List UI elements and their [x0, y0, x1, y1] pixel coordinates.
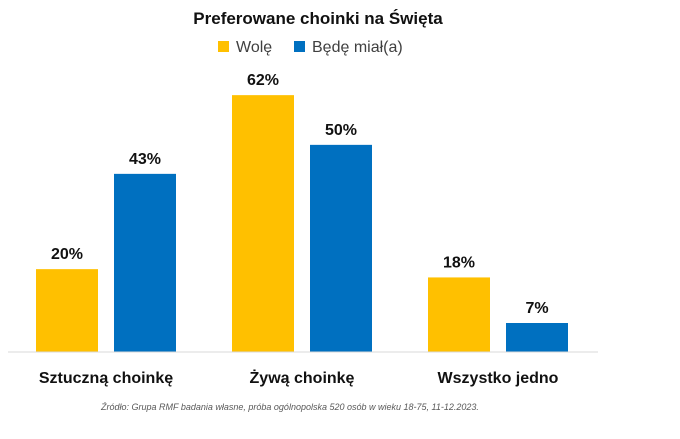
chart-title: Preferowane choinki na Święta [193, 9, 443, 28]
value-label-wole-sztuczna-choinke: 20% [51, 246, 83, 263]
category-label-wszystko-jedno: Wszystko jedno [438, 370, 559, 387]
legend-label-wole: Wolę [236, 39, 272, 56]
value-labels-group: 20% 43% 62% 50% 18% 7% [51, 72, 549, 317]
bar-bede-mial-wszystko-jedno [506, 323, 568, 352]
bar-wole-zywa-choinke [232, 95, 294, 353]
bar-wole-wszystko-jedno [428, 277, 490, 352]
value-label-bede-mial-zywa-choinke: 50% [325, 122, 357, 139]
source-note: Źródło: Grupa RMF badania własne, próba … [100, 402, 479, 412]
category-label-sztuczna-choinke: Sztuczną choinkę [39, 370, 173, 387]
bar-bede-mial-zywa-choinke [310, 144, 372, 352]
legend-label-bede-mial: Będę miał(a) [312, 39, 403, 56]
bar-wole-sztuczna-choinke [36, 269, 98, 352]
bar-bede-mial-sztuczna-choinke [114, 173, 176, 352]
bars-group [36, 95, 568, 353]
category-labels-group: Sztuczną choinkę Żywą choinkę Wszystko jed… [39, 369, 559, 387]
legend: Wolę Będę miał(a) [218, 39, 403, 56]
legend-swatch-bede-mial [294, 41, 305, 52]
legend-swatch-wole [218, 41, 229, 52]
value-label-bede-mial-wszystko-jedno: 7% [525, 300, 548, 317]
category-label-zywa-choinke: Żywą choinkę [250, 369, 355, 387]
value-label-wole-wszystko-jedno: 18% [443, 254, 475, 271]
value-label-wole-zywa-choinke: 62% [247, 72, 279, 89]
value-label-bede-mial-sztuczna-choinke: 43% [129, 151, 161, 168]
